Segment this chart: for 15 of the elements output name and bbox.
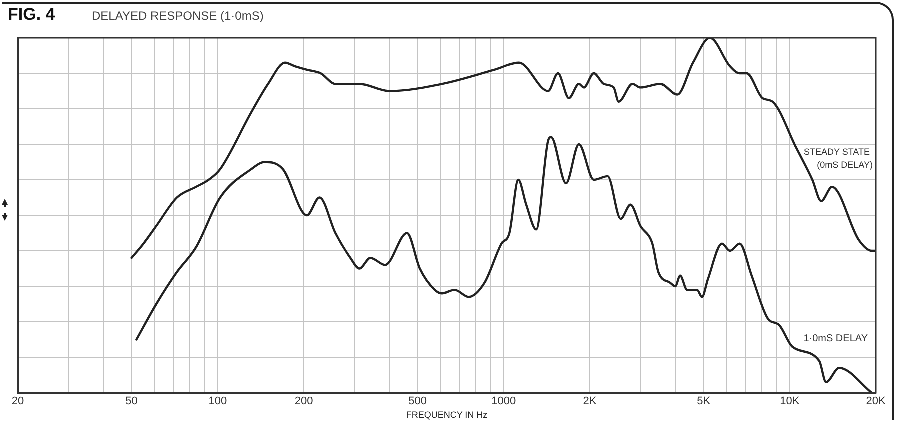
x-tick-label: 1000 — [492, 396, 516, 408]
series-label: 1·0mS DELAY — [804, 334, 868, 345]
x-tick-label: 5K — [697, 396, 712, 408]
x-tick-label: 200 — [294, 396, 314, 408]
x-tick-label: 100 — [208, 396, 228, 408]
x-tick-label: 50 — [126, 396, 138, 408]
x-tick-label: 2K — [583, 396, 598, 408]
series-label: STEADY STATE (0mS DELAY) — [804, 147, 873, 170]
x-tick-label: 500 — [408, 396, 427, 408]
chart-title: FIG. 4 — [8, 5, 56, 24]
x-tick-label: 20K — [866, 396, 886, 408]
chart-subtitle: DELAYED RESPONSE (1·0mS) — [92, 9, 264, 23]
x-tick-label: 20 — [12, 396, 24, 408]
x-tick-label: 10K — [780, 396, 800, 408]
x-axis-title: FREQUENCY IN Hz — [406, 410, 488, 420]
